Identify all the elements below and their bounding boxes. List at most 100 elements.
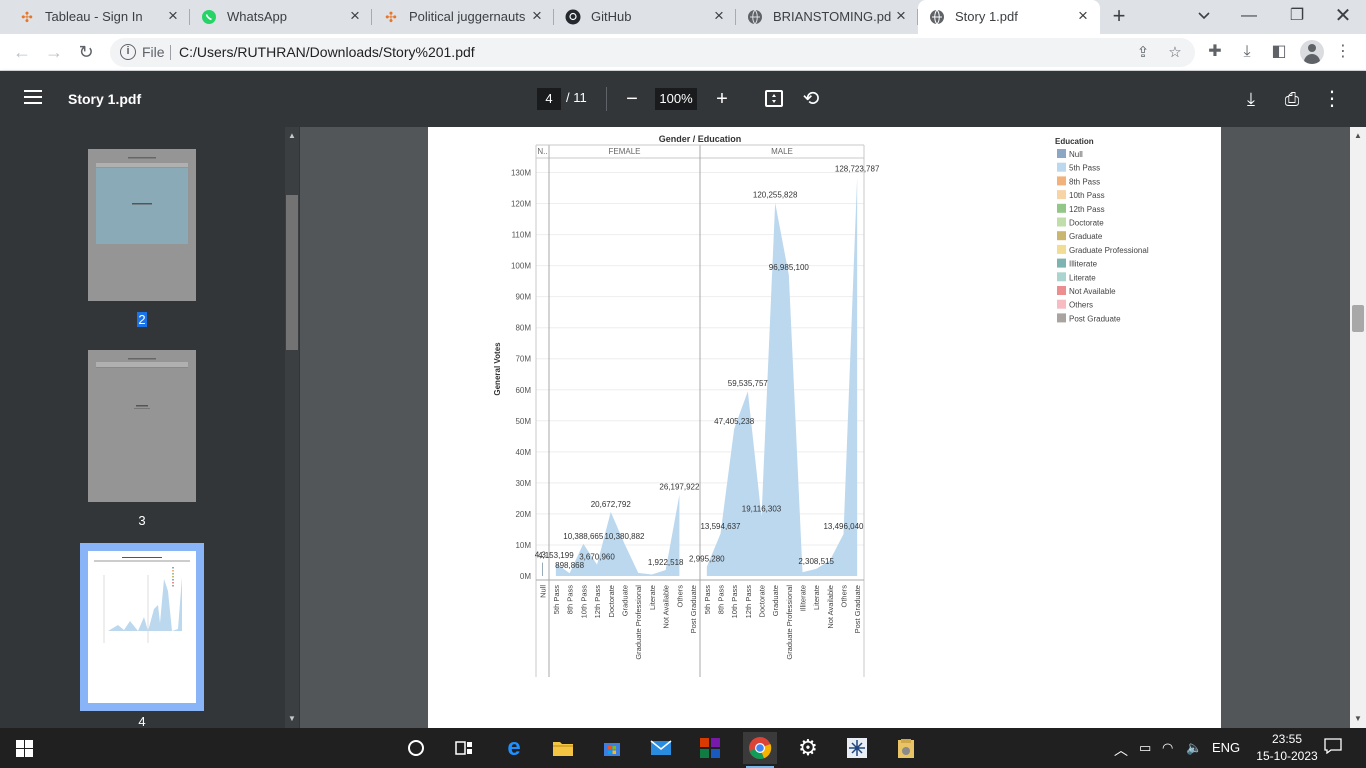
legend-swatch [1057,203,1066,213]
group-header-label: MALE [771,147,793,156]
tab-label: BRIANSTOMING.pdf [773,9,891,24]
data-label: 26,197,922 [659,483,700,492]
office-apps-icon[interactable] [694,732,726,764]
tab-separator [189,9,190,25]
clock-date: 15-10-2023 [1256,749,1318,763]
volume-icon[interactable]: 🔈 [1186,740,1203,755]
minimize-button[interactable]: — [1241,7,1257,24]
print-icon[interactable]: ⎙ [1284,89,1300,109]
tab-search-button[interactable] [1192,4,1216,28]
tab-label: GitHub [591,9,632,24]
windows-start-icon[interactable] [8,732,40,764]
legend-item-label: Others [1069,301,1093,310]
side-panel-icon[interactable]: ◧ [1271,43,1287,60]
x-tick-label: Others [675,585,684,608]
download-icon[interactable]: ⤓ [1247,89,1255,109]
thumbnail-sidebar: 2 3 4 [0,127,300,728]
page-scrollbar[interactable] [1350,127,1366,728]
back-button[interactable]: ← [13,42,31,62]
tableau-app-icon[interactable] [841,732,873,764]
globe-icon [929,9,945,25]
mail-icon[interactable] [645,732,677,764]
new-tab-button[interactable]: + [1112,3,1126,28]
close-icon[interactable]: × [350,6,360,25]
tab-whatsapp[interactable]: WhatsApp × [190,0,372,34]
x-tick-label: 8th Pass [566,585,575,614]
page-thumbnail[interactable] [88,149,196,301]
wifi-icon[interactable]: ◠ [1162,740,1174,755]
url-text[interactable]: C:/Users/RUTHRAN/Downloads/Story%201.pdf [179,44,475,60]
language-indicator[interactable]: ENG [1212,740,1241,755]
x-tick-label: Literate [812,585,821,610]
fit-page-icon[interactable] [765,90,783,107]
info-icon[interactable]: i [120,44,136,60]
download-icon[interactable]: ⤓ [1243,43,1251,60]
app-disk-icon[interactable] [890,732,922,764]
close-icon[interactable]: × [532,6,542,25]
legend-swatch [1057,258,1066,268]
page-scrollbar-thumb[interactable] [1352,305,1364,332]
settings-gear-icon[interactable]: ⚙ [798,735,818,760]
hamburger-menu-icon[interactable] [24,90,42,104]
close-icon[interactable]: × [896,6,906,25]
data-label: 2,308,515 [798,557,834,566]
thumbnail-number: 3 [138,513,146,528]
search-circle-icon[interactable] [400,732,432,764]
y-tick-label: 70M [515,355,531,364]
bookmark-star-icon[interactable]: ☆ [1168,44,1182,61]
task-view-icon[interactable] [448,732,480,764]
scroll-up-arrow-icon[interactable]: ▲ [1354,131,1362,140]
battery-icon[interactable]: ▭ [1139,740,1152,755]
data-label: 13,594,637 [700,522,741,531]
chevron-up-icon[interactable]: ︿ [1114,742,1128,758]
tab-label: Tableau - Sign In [45,9,143,24]
clock[interactable]: 23:55 15-10-2023 [1256,731,1318,765]
tab-story-1-pdf[interactable]: Story 1.pdf × [918,0,1100,34]
close-icon[interactable]: × [168,6,178,25]
menu-kebab-icon[interactable]: ⋮ [1335,43,1351,60]
data-label: 20,672,792 [591,500,632,509]
scroll-down-arrow-icon[interactable]: ▼ [1354,714,1362,723]
notification-icon[interactable] [1324,738,1342,757]
y-tick-label: 90M [515,293,531,302]
edge-browser-icon[interactable]: e [507,734,521,761]
reload-button[interactable]: ↻ [78,42,94,62]
pdf-page: Gender / Education N.. FEMALE MALE 0M 10M 20M 3… [428,127,1221,728]
zoom-input[interactable]: 100% [655,88,697,110]
chrome-icon[interactable] [743,732,777,764]
forward-button[interactable]: → [45,42,63,62]
restore-button[interactable]: ❐ [1289,7,1305,24]
zoom-out-button[interactable]: − [626,88,638,110]
microsoft-store-icon[interactable] [596,732,628,764]
profile-avatar[interactable] [1300,40,1324,64]
file-explorer-icon[interactable] [547,732,579,764]
extensions-icon[interactable]: ✚ [1208,43,1222,60]
tab-political-juggernauts[interactable]: ✣ Political juggernauts | × [372,0,554,34]
pdf-viewport: Gender / Education N.. FEMALE MALE 0M 10M 20M 3… [300,127,1350,728]
tableau-icon: ✣ [385,9,397,25]
close-icon[interactable]: × [714,6,724,25]
thumbnail-number: 2 [122,312,162,327]
share-icon[interactable]: ⇪ [1136,44,1150,61]
close-window-button[interactable]: ✕ [1334,5,1352,27]
tab-github[interactable]: GitHub × [554,0,736,34]
y-tick-label: 10M [515,541,531,550]
page-thumbnail[interactable] [88,350,196,502]
zoom-in-button[interactable]: + [716,88,728,110]
scroll-down-arrow-icon[interactable]: ▼ [288,714,296,723]
page-number-input[interactable]: 4 [537,88,561,110]
legend-item-label: Illiterate [1069,260,1098,269]
close-icon[interactable]: × [1078,6,1088,25]
legend-item-label: 8th Pass [1069,177,1100,186]
more-options-icon[interactable]: ⋮ [1322,88,1342,110]
legend-item-label: Graduate Professional [1069,246,1149,255]
tab-brianstoming-pdf[interactable]: BRIANSTOMING.pdf × [736,0,918,34]
rotate-icon[interactable]: ⟲ [802,88,820,110]
tab-tableau-sign-in[interactable]: ✣ Tableau - Sign In × [8,0,190,34]
scroll-up-arrow-icon[interactable]: ▲ [288,131,296,140]
page-thumbnail[interactable] [88,551,196,703]
address-bar[interactable]: i File C:/Users/RUTHRAN/Downloads/Story%… [110,38,1195,67]
legend-swatch [1057,162,1066,172]
legend-item-label: Null [1069,150,1083,159]
sidebar-scrollbar-thumb[interactable] [286,195,298,350]
